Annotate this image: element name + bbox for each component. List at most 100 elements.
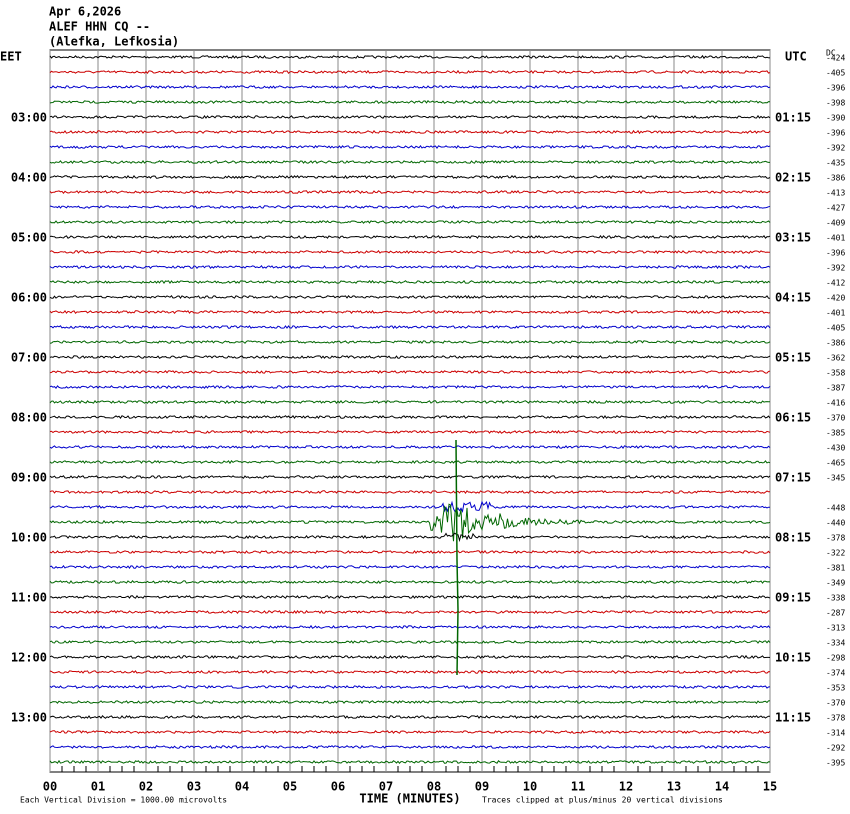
trace — [49, 564, 771, 569]
trace — [49, 219, 771, 225]
left-time: 05:00 — [11, 231, 47, 245]
dc-offset: -334 — [826, 639, 845, 648]
dc-offset: -298 — [826, 654, 845, 663]
dc-offset: -427 — [826, 204, 845, 213]
dc-offset: -381 — [826, 564, 845, 573]
dc-offset: -345 — [826, 474, 845, 483]
dc-offset: -395 — [826, 759, 845, 768]
trace — [49, 264, 771, 270]
left-zone: EET — [0, 50, 22, 64]
x-tick-label: 07 — [379, 780, 393, 794]
left-time: 08:00 — [11, 411, 47, 425]
trace — [49, 370, 771, 375]
x-tick-label: 01 — [91, 780, 105, 794]
trace — [49, 714, 770, 719]
right-time: 03:15 — [775, 231, 811, 245]
x-tick-label: 08 — [427, 780, 441, 794]
dc-offset: -349 — [826, 579, 845, 588]
dc-offset: -396 — [826, 129, 845, 138]
trace — [49, 700, 771, 704]
dc-offset: -401 — [826, 234, 845, 243]
trace — [49, 340, 771, 344]
trace — [49, 475, 771, 479]
trace — [49, 594, 771, 600]
x-tick-label: 11 — [571, 780, 585, 794]
trace — [49, 129, 771, 135]
dc-offset: -370 — [826, 414, 845, 423]
x-tick-label: 04 — [235, 780, 249, 794]
x-tick-label: 10 — [523, 780, 537, 794]
right-time: 10:15 — [775, 651, 811, 665]
left-time: 09:00 — [11, 471, 47, 485]
trace — [49, 234, 771, 240]
dc-offset: -416 — [826, 399, 845, 408]
trace — [49, 279, 771, 285]
trace — [49, 580, 771, 584]
trace — [49, 414, 771, 420]
right-time: 11:15 — [775, 711, 811, 725]
trace — [49, 159, 770, 165]
left-time: 06:00 — [11, 291, 47, 305]
trace — [49, 324, 771, 330]
dc-offset: -420 — [826, 294, 845, 303]
dc-offset: -401 — [826, 309, 845, 318]
dc-offset: -387 — [826, 384, 845, 393]
trace — [49, 114, 771, 119]
dc-offset: -435 — [826, 159, 845, 168]
dc-offset: -362 — [826, 354, 845, 363]
dc-offset: -287 — [826, 609, 845, 618]
x-tick-label: 14 — [715, 780, 729, 794]
trace — [49, 685, 771, 690]
trace — [49, 730, 771, 734]
dc-offset: -386 — [826, 174, 845, 183]
trace — [49, 759, 771, 764]
trace — [49, 549, 771, 555]
dc-offset: -385 — [826, 429, 845, 438]
x-tick-label: 05 — [283, 780, 297, 794]
dc-offset: -378 — [826, 714, 845, 723]
trace — [49, 745, 771, 750]
trace — [49, 640, 771, 644]
dc-offset: -405 — [826, 324, 845, 333]
trace — [49, 100, 771, 104]
date: Apr 6,2026 — [49, 5, 121, 19]
dc-label: DC — [826, 49, 836, 58]
trace — [49, 85, 771, 89]
dc-offset: -396 — [826, 249, 845, 258]
trace — [49, 654, 771, 659]
right-time: 06:15 — [775, 411, 811, 425]
x-tick-label: 00 — [43, 780, 57, 794]
dc-offset: -386 — [826, 339, 845, 348]
trace — [49, 144, 771, 150]
dc-offset: -424 — [826, 54, 845, 63]
left-time: 04:00 — [11, 171, 47, 185]
station: ALEF HHN CQ -- — [49, 20, 150, 34]
trace — [49, 69, 771, 75]
plot-frame — [49, 49, 771, 773]
location: (Alefka, Lefkosia) — [49, 35, 179, 49]
dc-offset: -409 — [826, 219, 845, 228]
x-tick-label: 12 — [619, 780, 633, 794]
trace — [49, 624, 771, 630]
left-time: 07:00 — [11, 351, 47, 365]
trace — [49, 250, 770, 255]
x-tick-label: 03 — [187, 780, 201, 794]
trace — [49, 295, 771, 299]
dc-offset: -392 — [826, 144, 845, 153]
dc-offset: -322 — [826, 549, 845, 558]
dc-offset: -370 — [826, 699, 845, 708]
trace — [49, 399, 770, 405]
dc-offset: -314 — [826, 729, 845, 738]
trace — [49, 670, 771, 675]
left-time: 13:00 — [11, 711, 47, 725]
trace — [49, 189, 771, 195]
dc-offset: -313 — [826, 624, 845, 633]
trace — [49, 355, 771, 359]
trace — [49, 490, 771, 494]
dc-offset: -430 — [826, 444, 845, 453]
dc-offset: -398 — [826, 99, 845, 108]
trace — [49, 385, 771, 390]
dc-offset: -374 — [826, 669, 845, 678]
